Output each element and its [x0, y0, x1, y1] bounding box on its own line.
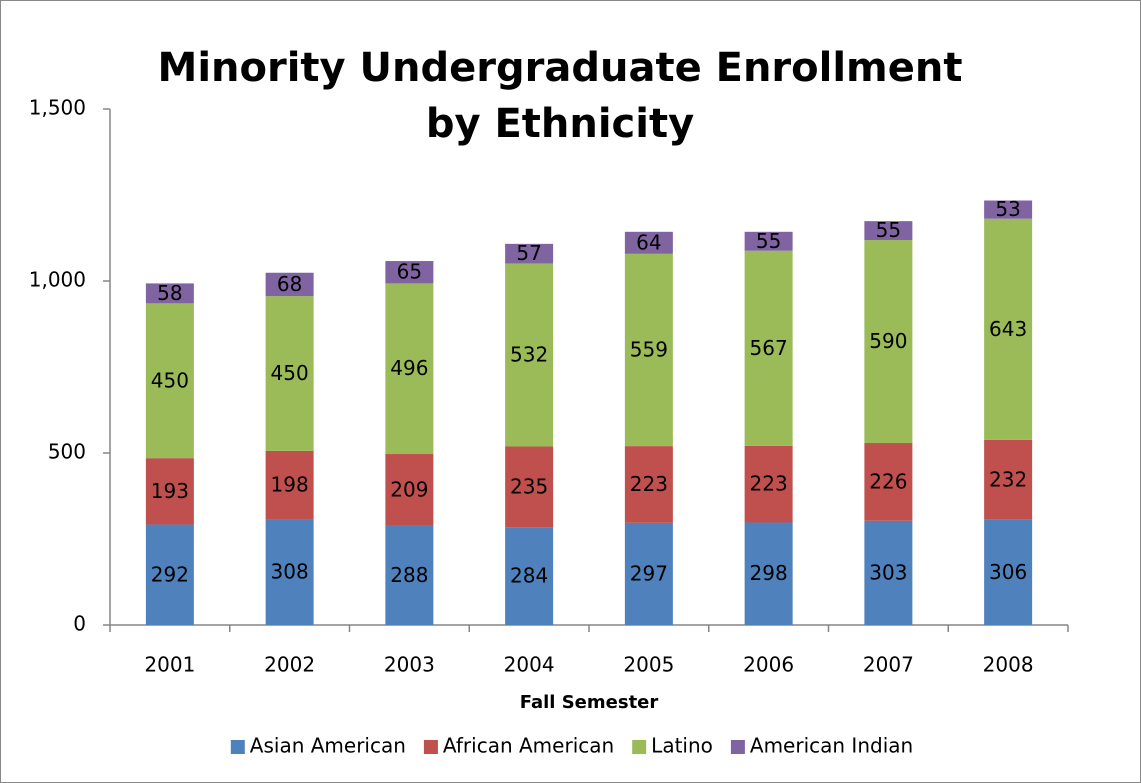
bar-segment: [145, 458, 194, 525]
data-label: 198: [271, 472, 309, 496]
bar-segment: [864, 443, 913, 521]
data-label: 288: [390, 563, 428, 587]
data-label: 496: [390, 356, 428, 380]
data-label: 53: [995, 197, 1020, 221]
bar-segment: [984, 200, 1033, 219]
data-label: 232: [989, 467, 1027, 491]
bar-segment: [145, 524, 194, 625]
data-label: 284: [510, 564, 548, 588]
data-label: 226: [869, 469, 907, 493]
data-label: 450: [271, 361, 309, 385]
bar-segment: [744, 522, 793, 625]
data-label: 567: [750, 336, 788, 360]
bar-segment: [385, 525, 434, 625]
bar-segment: [505, 446, 554, 528]
bar-segment: [505, 263, 554, 447]
legend-swatch: [730, 740, 745, 754]
legend-swatch: [632, 740, 647, 754]
y-tick-label: 500: [48, 440, 86, 464]
data-label: 303: [869, 560, 907, 584]
x-tick-label: 2002: [264, 653, 315, 677]
bar-segment: [624, 522, 673, 625]
bar-segment: [624, 446, 673, 523]
bar-segment: [385, 283, 434, 455]
bar-segment: [864, 240, 913, 444]
bar-segment: [984, 439, 1033, 520]
legend-swatch: [423, 740, 438, 754]
x-tick-label: 2007: [863, 653, 914, 677]
bar-segment: [624, 231, 673, 254]
legend-label: Latino: [651, 734, 713, 758]
bar-segment: [744, 250, 793, 446]
data-label: 306: [989, 560, 1027, 584]
data-label: 55: [876, 218, 901, 242]
bar-segment: [145, 283, 194, 304]
y-tick-label: 1,000: [29, 268, 86, 292]
data-label: 308: [271, 560, 309, 584]
x-tick-label: 2008: [983, 653, 1034, 677]
data-label: 450: [151, 368, 189, 392]
data-label: 643: [989, 317, 1027, 341]
data-label: 64: [636, 230, 661, 254]
bar-segment: [385, 454, 434, 526]
bar-segment: [385, 261, 434, 284]
bar-segment: [744, 445, 793, 523]
y-tick-label: 1,500: [29, 96, 86, 120]
bar-segment: [864, 221, 913, 241]
y-tick-label: 0: [73, 612, 86, 636]
data-label: 209: [390, 477, 428, 501]
x-tick-label: 2003: [384, 653, 435, 677]
legend-label: Asian American: [250, 734, 406, 758]
data-label: 298: [750, 561, 788, 585]
bar-segment: [505, 527, 554, 625]
data-label: 590: [869, 329, 907, 353]
bar-segment: [984, 519, 1033, 625]
bar-segment: [864, 520, 913, 625]
bar-segment: [265, 296, 314, 451]
chart-title: Minority Undergraduate Enrollment by Eth…: [157, 45, 963, 147]
bar-segment: [624, 253, 673, 447]
bar-segment: [265, 272, 314, 297]
data-label: 57: [516, 241, 541, 265]
data-label: 292: [151, 562, 189, 586]
data-label: 235: [510, 474, 548, 498]
data-label: 532: [510, 342, 548, 366]
data-label: 65: [397, 260, 422, 284]
x-axis-label: Fall Semester: [520, 692, 659, 713]
x-tick-label: 2006: [743, 653, 794, 677]
data-label: 68: [277, 272, 302, 296]
legend-swatch: [230, 740, 245, 754]
bar-segment: [265, 519, 314, 625]
bar-segment: [505, 243, 554, 264]
bar-segment: [145, 303, 194, 459]
x-tick-label: 2005: [623, 653, 674, 677]
bar-segment: [984, 218, 1033, 440]
data-label: 193: [151, 479, 189, 503]
data-label: 559: [630, 337, 668, 361]
bar-segment: [265, 450, 314, 520]
legend-label: African American: [443, 734, 614, 758]
data-label: 55: [756, 229, 781, 253]
x-tick-label: 2004: [504, 653, 555, 677]
data-label: 223: [630, 472, 668, 496]
legend-label: American Indian: [750, 734, 913, 758]
data-label: 58: [157, 281, 182, 305]
bar-segment: [744, 231, 793, 251]
x-tick-label: 2001: [144, 653, 195, 677]
data-label: 297: [630, 561, 668, 585]
data-label: 223: [750, 472, 788, 496]
